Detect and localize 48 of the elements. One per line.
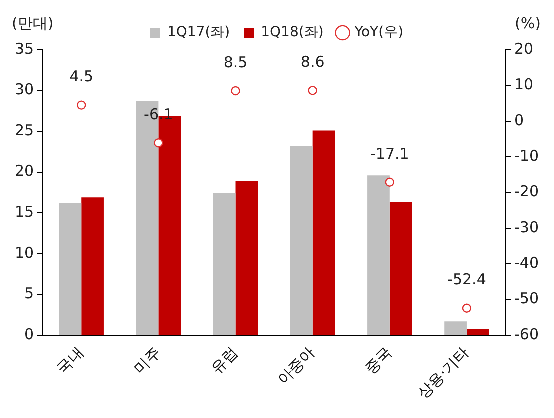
point: [385, 178, 394, 187]
x-tick-label: 미주: [130, 344, 164, 378]
legend-label: YoY(우): [354, 24, 404, 41]
x-tick-label: 유럽: [207, 344, 242, 378]
y-tick-label: 10: [14, 244, 34, 262]
bar: [59, 203, 82, 335]
point: [462, 304, 472, 313]
x-tick-label: 국내: [53, 344, 88, 378]
point: [154, 138, 164, 148]
bar: [466, 328, 490, 335]
y2-tick-label: -20: [514, 182, 539, 201]
bar: [213, 194, 236, 335]
y-axis-title: (만대): [12, 14, 54, 32]
y2-tick-label: 10: [514, 76, 534, 94]
bar: [82, 198, 104, 335]
bar: [368, 176, 390, 335]
point: [231, 86, 240, 96]
y-tick-label: 25: [14, 121, 34, 140]
y2-tick-label: -60: [514, 325, 539, 344]
point: [308, 86, 318, 96]
y-tick-label: 20: [14, 162, 34, 180]
data-label: 4.5: [70, 68, 94, 86]
data-label: -6.1: [144, 106, 174, 124]
data-label: -17.1: [370, 144, 410, 163]
y2-tick-label: -10: [514, 146, 539, 165]
legend-label: 1Q17(좌): [167, 24, 230, 41]
data-label: 8.5: [224, 53, 248, 72]
y-tick-label: 0: [24, 325, 34, 344]
y2-tick-label: -40: [514, 254, 539, 272]
data-label: 8.6: [300, 53, 325, 72]
y2-tick-label: 20: [514, 40, 534, 58]
y2-tick-label: -30: [514, 218, 539, 236]
point: [77, 100, 86, 110]
y2-axis-title: (%): [515, 14, 541, 32]
y-tick-label: 30: [14, 80, 34, 99]
y-tick-label: 35: [14, 40, 34, 58]
y2-tick-label: 0: [514, 111, 524, 130]
bar: [290, 146, 313, 335]
x-tick-label: 중국: [362, 344, 396, 378]
bar: [236, 181, 258, 335]
bar: [312, 130, 336, 335]
y-tick-label: 5: [24, 284, 34, 303]
bar: [444, 322, 467, 335]
data-label: -52.4: [448, 270, 486, 289]
y-tick-label: 15: [14, 203, 34, 222]
bar: [390, 202, 412, 335]
y2-tick-label: -50: [514, 290, 539, 308]
legend-label: 1Q18(좌): [261, 24, 324, 41]
